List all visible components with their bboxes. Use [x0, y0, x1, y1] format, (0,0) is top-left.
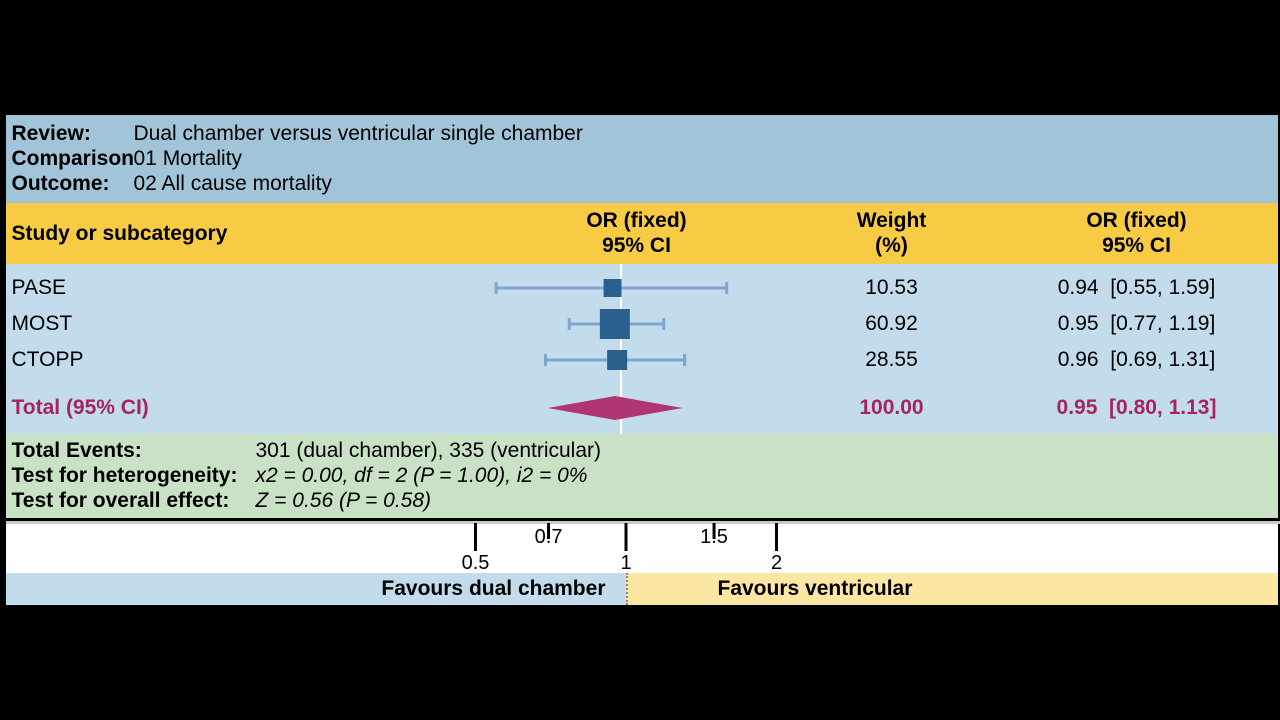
col-weight: Weight (%) — [792, 209, 992, 257]
study-name: PASE — [12, 276, 482, 300]
col-study: Study or subcategory — [12, 222, 482, 246]
study-name: CTOPP — [12, 348, 482, 372]
meta-header: Review: Dual chamber versus ventricular … — [6, 115, 1278, 203]
axis-area: 0.7 1.5 0.5 1 2 — [6, 521, 1278, 573]
forest-square-icon — [607, 350, 627, 370]
overall-effect-label: Test for overall effect: — [12, 489, 256, 513]
favours-bar: Favours dual chamber Favours ventricular — [6, 573, 1278, 605]
or-ci-value: 0.95 [0.77, 1.19] — [992, 312, 1280, 336]
favours-left: Favours dual chamber — [6, 573, 626, 605]
stats-block: Total Events: 301 (dual chamber), 335 (v… — [6, 434, 1278, 521]
outcome-label: Outcome: — [12, 172, 132, 196]
outcome-value: 02 All cause mortality — [134, 172, 332, 196]
weight-value: 10.53 — [792, 276, 992, 300]
total-label: Total (95% CI) — [12, 396, 482, 420]
col-or-ci: OR (fixed) 95% CI — [992, 209, 1280, 257]
heterogeneity-value: x2 = 0.00, df = 2 (P = 1.00), i2 = 0% — [256, 464, 588, 488]
weight-value: 60.92 — [792, 312, 992, 336]
comparison-label: Comparison — [12, 147, 132, 171]
total-events-label: Total Events: — [12, 439, 256, 463]
study-name: MOST — [12, 312, 482, 336]
forest-plot-cell — [482, 342, 792, 378]
favours-right: Favours ventricular — [626, 573, 1278, 605]
study-row: CTOPP 28.550.96 [0.69, 1.31] — [12, 342, 1278, 378]
study-row: PASE 10.530.94 [0.55, 1.59] — [12, 270, 1278, 306]
axis-major-tick-label: 0.5 — [461, 552, 489, 573]
forest-body: PASE10.530.94 [0.55, 1.59]MOST60.920.95 … — [6, 264, 1278, 434]
review-label: Review: — [12, 122, 132, 146]
or-ci-value: 0.94 [0.55, 1.59] — [992, 276, 1280, 300]
axis-minor-tick-label: 1.5 — [700, 526, 728, 548]
total-weight: 100.00 — [792, 396, 992, 420]
weight-value: 28.55 — [792, 348, 992, 372]
forest-square-icon — [599, 309, 629, 339]
total-or-ci: 0.95 [0.80, 1.13] — [992, 396, 1280, 420]
forest-diamond-cell — [482, 390, 792, 426]
or-ci-value: 0.96 [0.69, 1.31] — [992, 348, 1280, 372]
heterogeneity-label: Test for heterogeneity: — [12, 464, 256, 488]
forest-plot-cell — [482, 270, 792, 306]
forest-diamond-icon — [547, 396, 682, 420]
forest-plot-cell — [482, 306, 792, 342]
axis-major-tick-label: 2 — [770, 552, 781, 573]
axis-major-tick-label: 1 — [620, 552, 631, 573]
forest-plot-figure: Review: Dual chamber versus ventricular … — [3, 115, 1278, 604]
review-value: Dual chamber versus ventricular single c… — [134, 122, 583, 146]
total-events-value: 301 (dual chamber), 335 (ventricular) — [256, 439, 602, 462]
overall-effect-value: Z = 0.56 (P = 0.58) — [256, 489, 432, 513]
axis-minor-tick-label: 0.7 — [534, 526, 562, 548]
study-row: MOST 60.920.95 [0.77, 1.19] — [12, 306, 1278, 342]
comparison-value: 01 Mortality — [134, 147, 243, 171]
col-or-plot: OR (fixed) 95% CI — [482, 209, 792, 257]
column-header-row: Study or subcategory OR (fixed) 95% CI W… — [6, 203, 1278, 263]
total-row: Total (95% CI) 100.000.95 [0.80, 1.13] — [12, 390, 1278, 426]
forest-square-icon — [603, 279, 621, 297]
